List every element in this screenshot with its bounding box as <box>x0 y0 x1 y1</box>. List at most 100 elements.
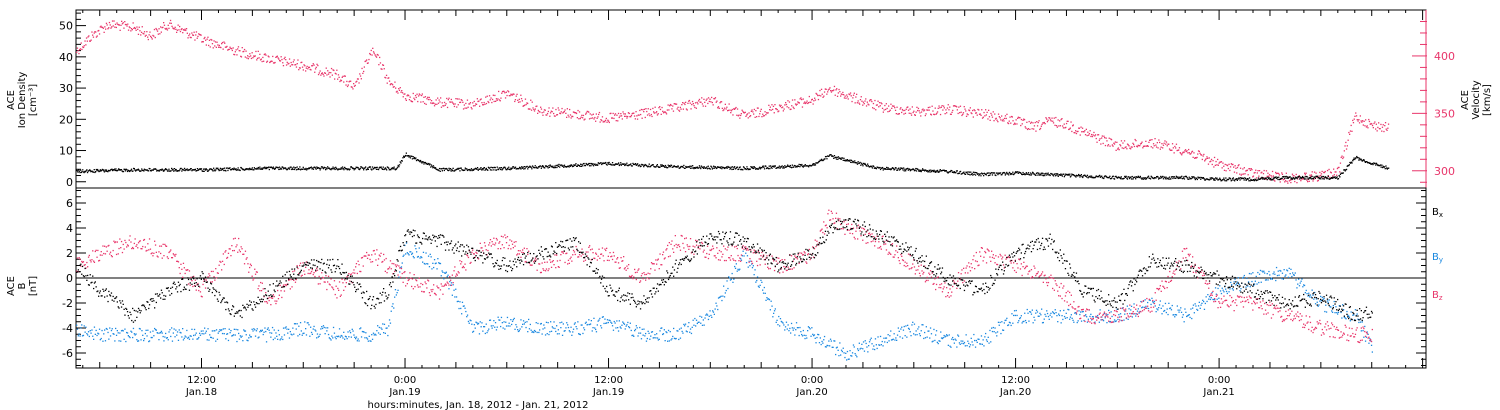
density-series-point-35 <box>99 169 101 171</box>
velocity-series-point-1407 <box>1149 139 1152 141</box>
by-series-point-91 <box>153 335 155 337</box>
by-series-point-679 <box>651 331 654 333</box>
by-series-point-958 <box>888 340 890 342</box>
density-series-point-1206 <box>894 168 896 170</box>
velocity-series-point-1086 <box>904 112 907 114</box>
velocity-series-point-953 <box>803 102 805 104</box>
density-series-point-990 <box>747 168 749 171</box>
density-series-point-175 <box>194 168 196 170</box>
by-series-point-94 <box>155 329 157 331</box>
velocity-series-point-346 <box>340 79 342 81</box>
by-series-point-330 <box>355 336 358 338</box>
density-series-point-213 <box>220 169 222 171</box>
by-series-point-1150 <box>1051 316 1053 318</box>
density-series-point-825 <box>635 164 637 166</box>
velocity-series-point-33 <box>101 26 103 28</box>
density-series-point-1563 <box>1136 176 1138 179</box>
velocity-series-point-1451 <box>1183 151 1185 154</box>
velocity-series-point-1321 <box>1084 130 1086 132</box>
density-series-point-682 <box>538 166 540 168</box>
density-series-point-1673 <box>1210 177 1213 179</box>
by-series-point-965 <box>894 339 896 341</box>
density-series-point-1755 <box>1266 179 1268 181</box>
density-series-point-417 <box>358 168 361 171</box>
by-series-point-689 <box>660 327 662 329</box>
by-series-point-563 <box>553 321 555 323</box>
velocity-series-point-1555 <box>1262 173 1265 175</box>
velocity-series-point-1209 <box>998 116 1000 118</box>
by-series-point-780 <box>737 268 739 270</box>
velocity-series-point-404 <box>384 76 386 79</box>
by-series-point-103 <box>163 340 165 342</box>
density-series-point-230 <box>232 168 234 170</box>
velocity-series-point-1298 <box>1066 120 1068 122</box>
velocity-series-point-1390 <box>1136 146 1139 148</box>
velocity-series-point-364 <box>353 85 356 87</box>
velocity-series-point-356 <box>347 84 349 86</box>
by-series-point-1169 <box>1067 308 1069 311</box>
velocity-series-point-1517 <box>1233 171 1236 173</box>
velocity-series-point-227 <box>249 53 251 55</box>
velocity-series-point-1608 <box>1303 178 1305 180</box>
velocity-series-point-611 <box>542 114 544 116</box>
density-series-point-1142 <box>850 159 852 161</box>
by-series-point-441 <box>450 284 452 286</box>
velocity-series-point-1237 <box>1020 124 1022 127</box>
velocity-series-point-814 <box>697 103 699 105</box>
density-series-point-178 <box>196 168 199 170</box>
density-series-point-1215 <box>900 167 902 169</box>
by-series-point-1097 <box>1006 317 1008 319</box>
velocity-series-point-226 <box>248 56 250 58</box>
velocity-series-point-338 <box>334 78 336 80</box>
density-series-point-263 <box>254 168 256 170</box>
density-series-point-1403 <box>1027 172 1030 174</box>
velocity-series-point-1158 <box>959 105 962 107</box>
density-series-point-574 <box>465 168 467 170</box>
density-series-point-1802 <box>1298 175 1300 178</box>
density-series-point-730 <box>571 164 573 166</box>
density-series-point-1356 <box>995 172 998 174</box>
density-series-point-1102 <box>823 158 825 160</box>
velocity-series-point-352 <box>344 75 346 77</box>
density-series-point-1544 <box>1123 177 1125 179</box>
left-tick-label: 10 <box>59 145 73 158</box>
density-series-point-1179 <box>875 168 878 170</box>
velocity-series-point-571 <box>511 94 514 96</box>
by-series-point-751 <box>712 311 715 313</box>
velocity-series-point-760 <box>656 111 658 113</box>
density-series-point-1934 <box>1388 167 1390 169</box>
by-series-point-758 <box>718 296 721 299</box>
density-series-point-795 <box>615 163 617 165</box>
by-series-point-281 <box>314 329 316 331</box>
density-series-point-1293 <box>953 172 955 174</box>
velocity-series-point-1215 <box>1003 120 1005 122</box>
density-series-point-1556 <box>1131 175 1133 178</box>
by-series-point-292 <box>323 326 325 329</box>
velocity-series-point-1049 <box>876 104 878 106</box>
velocity-series-point-163 <box>200 34 202 36</box>
velocity-series-point-970 <box>816 93 818 95</box>
by-series-point-950 <box>881 340 883 343</box>
by-series-point-901 <box>840 354 842 356</box>
by-series-point-539 <box>533 331 535 334</box>
density-series-point-570 <box>462 169 464 172</box>
by-series-point-315 <box>343 331 345 333</box>
density-series-point-774 <box>601 163 603 166</box>
density-series-point-1905 <box>1368 161 1370 164</box>
by-series-point-121 <box>178 329 180 331</box>
by-series-point-231 <box>271 326 274 329</box>
density-series-point-1164 <box>865 165 867 167</box>
density-series-point-309 <box>285 168 287 170</box>
velocity-series-point-58 <box>120 24 122 26</box>
velocity-series-point-1687 <box>1363 120 1365 122</box>
velocity-series-point-815 <box>698 100 700 102</box>
density-series-point-270 <box>259 166 261 168</box>
velocity-series-point-1579 <box>1281 172 1283 174</box>
velocity-series-point-1021 <box>855 96 857 98</box>
by-series-point-640 <box>618 320 620 322</box>
density-series-point-655 <box>520 168 522 170</box>
by-series-point-40 <box>109 335 112 337</box>
density-series-point-615 <box>493 169 495 171</box>
velocity-series-point-298 <box>303 64 305 66</box>
